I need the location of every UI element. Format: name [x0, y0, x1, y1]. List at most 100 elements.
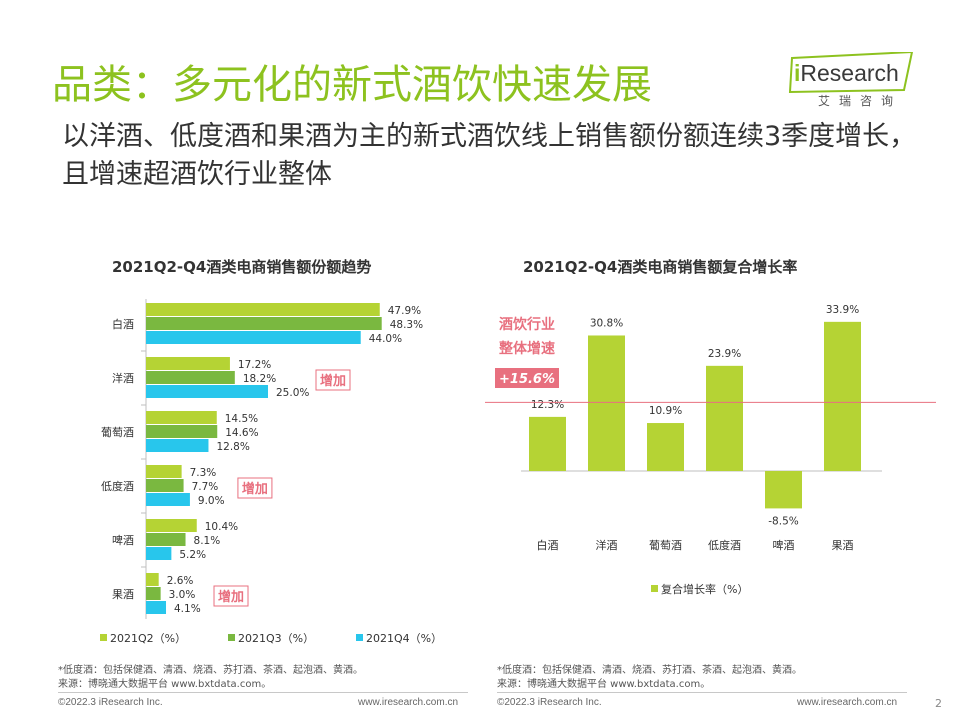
bar: [146, 371, 235, 384]
bar-value-label: 14.5%: [225, 413, 258, 425]
bar-value-label: 2.6%: [167, 575, 194, 587]
bar: [146, 587, 161, 600]
annotation-label: 增加: [218, 589, 244, 605]
bar-value-label: 12.3%: [531, 399, 564, 411]
page-title: 品类：多元化的新式酒饮快速发展: [52, 62, 652, 108]
bar-value-label: 4.1%: [174, 603, 201, 615]
bar: [146, 493, 190, 506]
legend-swatch: [100, 634, 107, 641]
reference-line-label: 整体增速: [498, 340, 555, 357]
logo-subtext: 艾瑞咨询: [818, 94, 903, 108]
bar-value-label: 5.2%: [179, 549, 206, 561]
legend-label: 复合增长率（%）: [661, 582, 748, 596]
bar-value-label: 44.0%: [369, 333, 402, 345]
left-chart-title: 2021Q2-Q4酒类电商销售额份额趋势: [112, 258, 372, 276]
footer-divider-left: [58, 692, 468, 693]
footer-divider-right: [497, 692, 907, 693]
legend-swatch: [356, 634, 363, 641]
category-label: 啤酒: [112, 533, 134, 547]
bar-value-label: 17.2%: [238, 359, 271, 371]
bar: [765, 471, 802, 509]
logo-i: i: [794, 60, 801, 86]
bar-value-label: 7.7%: [192, 481, 219, 493]
reference-value-label: +15.6%: [499, 372, 555, 387]
bar: [146, 331, 361, 344]
bar: [146, 411, 217, 424]
bar-value-label: 7.3%: [190, 467, 217, 479]
bar-value-label: 3.0%: [169, 589, 196, 601]
page-number: 2: [935, 697, 942, 710]
category-label: 洋酒: [596, 538, 618, 552]
bar: [529, 416, 566, 471]
bar: [146, 601, 167, 614]
bar-value-label: 12.8%: [216, 441, 249, 453]
bar-value-label: 33.9%: [826, 304, 859, 316]
bar: [146, 317, 382, 330]
annotation-label: 增加: [320, 373, 346, 389]
footer-url-right[interactable]: www.iresearch.com.cn: [797, 697, 898, 708]
bar-value-label: 14.6%: [225, 427, 258, 439]
bar: [146, 385, 268, 398]
category-label: 葡萄酒: [649, 539, 682, 552]
bar: [146, 357, 230, 370]
category-label: 果酒: [112, 588, 134, 601]
bar: [146, 439, 209, 452]
reference-value-badge: [495, 368, 559, 388]
category-label: 洋酒: [112, 371, 134, 385]
logo-wordmark: iResearch: [794, 60, 899, 87]
category-label: 啤酒: [773, 538, 795, 552]
bar: [146, 465, 182, 478]
category-label: 低度酒: [708, 538, 741, 552]
footer-url-left[interactable]: www.iresearch.com.cn: [358, 697, 459, 708]
bar-value-label: 18.2%: [243, 373, 276, 385]
footer-copyright-right: ©2022.3 iResearch Inc.: [497, 697, 602, 708]
footer-copyright-left: ©2022.3 iResearch Inc.: [58, 697, 163, 708]
bar-value-label: 25.0%: [276, 387, 309, 399]
legend-label: 2021Q4（%）: [366, 632, 442, 645]
logo-banner-icon: [788, 52, 914, 94]
bar: [146, 425, 218, 438]
bar-value-label: 30.8%: [590, 317, 623, 329]
reference-line-label: 酒饮行业: [499, 316, 555, 333]
bar-value-label: 10.9%: [649, 405, 682, 417]
category-label: 果酒: [832, 539, 854, 552]
bar-value-label: 47.9%: [388, 305, 421, 317]
bar-value-label: 9.0%: [198, 495, 225, 507]
bar: [588, 335, 625, 471]
bar: [706, 365, 743, 471]
left-footnote: *低度酒：包括保健酒、清酒、烧酒、苏打酒、茶酒、起泡酒、黄酒。 来源：博晓通大数…: [58, 664, 363, 692]
bar: [146, 547, 172, 560]
growth-rate-chart: 12.3% 白酒 30.8% 洋酒 10.9% 葡萄酒 23.9% 低度酒 -8.5% 啤酒 33.…: [485, 304, 936, 596]
right-footnote-source: 来源：博晓通大数据平台 www.bxtdata.com。: [497, 679, 711, 690]
legend-label: 2021Q2（%）: [110, 632, 186, 645]
bar: [146, 533, 186, 546]
legend-swatch: [651, 585, 658, 592]
bar-value-label: 10.4%: [205, 521, 238, 533]
bar: [647, 423, 684, 471]
bar-value-label: -8.5%: [768, 515, 798, 527]
right-footnote-line: *低度酒：包括保健酒、清酒、烧酒、苏打酒、茶酒、起泡酒、黄酒。: [497, 665, 802, 676]
right-footnote: *低度酒：包括保健酒、清酒、烧酒、苏打酒、茶酒、起泡酒、黄酒。 来源：博晓通大数…: [497, 664, 802, 692]
left-footnote-line: *低度酒：包括保健酒、清酒、烧酒、苏打酒、茶酒、起泡酒、黄酒。: [58, 665, 363, 676]
bar-value-label: 48.3%: [390, 319, 423, 331]
left-footnote-source: 来源：博晓通大数据平台 www.bxtdata.com。: [58, 679, 272, 690]
annotation-box: [213, 585, 249, 607]
annotation-box: [237, 477, 273, 499]
annotation-box: [315, 369, 351, 391]
bar-value-label: 8.1%: [194, 535, 221, 547]
share-trend-chart: 白酒 47.9% 48.3% 44.0% 洋酒 17.2% 18.2%25.0% 葡萄酒 14.…: [100, 299, 442, 645]
category-label: 白酒: [537, 538, 559, 552]
bar-value-label: 23.9%: [708, 348, 741, 360]
legend-label: 2021Q3（%）: [238, 632, 314, 645]
bar: [146, 479, 184, 492]
bar: [146, 519, 197, 532]
annotation-label: 增加: [242, 481, 268, 497]
bar: [146, 303, 380, 316]
category-label: 葡萄酒: [101, 426, 134, 439]
bar: [146, 573, 159, 586]
logo-research: Research: [800, 60, 899, 86]
category-label: 白酒: [112, 317, 134, 331]
bar: [824, 321, 861, 471]
legend-swatch: [228, 634, 235, 641]
page-subtitle: 以洋酒、低度酒和果酒为主的新式酒饮线上销售额份额连续3季度增长，且增速超酒饮行业…: [62, 121, 917, 190]
